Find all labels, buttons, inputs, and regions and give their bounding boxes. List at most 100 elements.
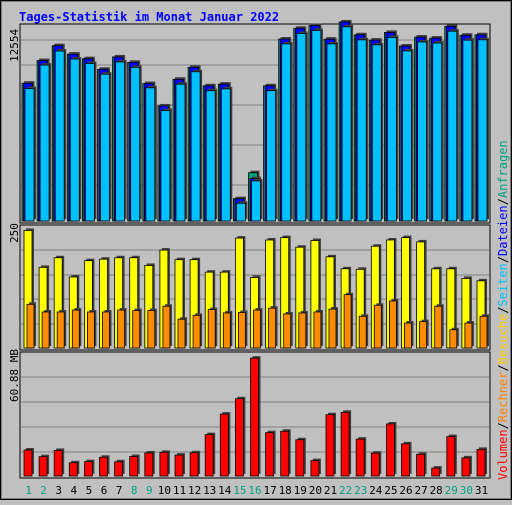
bar-rechner bbox=[419, 321, 428, 349]
bar-seiten bbox=[220, 88, 231, 222]
bar-rechner bbox=[192, 314, 201, 349]
x-tick-label: 6 bbox=[101, 484, 108, 497]
bar-volumen bbox=[84, 461, 93, 477]
bar-volumen bbox=[280, 430, 290, 477]
x-tick-label: 12 bbox=[188, 484, 201, 497]
bar-volumen bbox=[204, 434, 214, 477]
x-tick-label: 5 bbox=[86, 484, 93, 497]
bar-rechner bbox=[283, 313, 292, 349]
x-tick-label: 27 bbox=[414, 484, 427, 497]
bar-rechner bbox=[434, 305, 443, 349]
bar-rechner bbox=[207, 309, 216, 349]
legend-sep-3: / bbox=[496, 307, 510, 314]
legend-volumen: Volumen bbox=[496, 429, 510, 480]
bar-layer bbox=[21, 19, 489, 477]
bar-volumen bbox=[431, 467, 441, 477]
bar-seiten bbox=[477, 39, 488, 222]
bar-volumen bbox=[68, 462, 78, 477]
x-tick-label: 19 bbox=[294, 484, 307, 497]
bar-seiten bbox=[24, 88, 35, 222]
bar-rechner bbox=[56, 311, 65, 349]
bar-seiten bbox=[417, 41, 428, 222]
bar-seiten bbox=[447, 30, 458, 222]
x-tick-label: 13 bbox=[203, 484, 216, 497]
bar-seiten bbox=[386, 37, 397, 222]
bar-volumen bbox=[295, 439, 305, 477]
bar-volumen bbox=[340, 411, 350, 477]
bar-volumen bbox=[416, 453, 426, 477]
x-tick-label: 9 bbox=[146, 484, 153, 497]
bar-rechner bbox=[117, 309, 125, 349]
bar-rechner bbox=[102, 311, 110, 349]
x-tick-label: 21 bbox=[324, 484, 337, 497]
bar-seiten bbox=[115, 61, 125, 222]
bar-seiten bbox=[235, 202, 246, 222]
bar-seiten bbox=[296, 33, 307, 222]
bar-rechner bbox=[253, 309, 261, 349]
bar-volumen bbox=[401, 443, 410, 477]
x-tick-label: 28 bbox=[430, 484, 443, 497]
bar-volumen bbox=[265, 432, 275, 477]
bar-volumen bbox=[144, 452, 154, 477]
x-tick-label: 17 bbox=[263, 484, 276, 497]
bar-volumen bbox=[310, 460, 320, 477]
bar-volumen bbox=[234, 398, 244, 477]
x-tick-label: 3 bbox=[55, 484, 62, 497]
bar-seiten bbox=[341, 26, 352, 222]
legend-besuche: Besuche bbox=[496, 314, 510, 365]
bar-rechner bbox=[313, 311, 322, 349]
bar-rechner bbox=[298, 312, 307, 349]
legend-sep-1: / bbox=[496, 422, 510, 429]
bar-seiten bbox=[100, 73, 110, 222]
x-tick-label: 23 bbox=[354, 484, 367, 497]
x-tick-label: 11 bbox=[173, 484, 186, 497]
bar-rechner bbox=[26, 303, 35, 349]
x-tick-label: 18 bbox=[279, 484, 292, 497]
bar-rechner bbox=[147, 310, 156, 349]
bar-rechner bbox=[328, 308, 337, 349]
bar-seiten bbox=[311, 30, 322, 222]
bar-seiten bbox=[371, 44, 382, 222]
bar-rechner bbox=[388, 300, 397, 349]
bar-rechner bbox=[132, 310, 141, 349]
x-tick-label: 14 bbox=[218, 484, 232, 497]
x-tick-label: 1 bbox=[25, 484, 32, 497]
bar-volumen bbox=[355, 438, 365, 477]
bar-seiten bbox=[205, 90, 216, 222]
bar-volumen bbox=[325, 414, 335, 477]
x-tick-label: 25 bbox=[384, 484, 397, 497]
bar-rechner bbox=[404, 322, 412, 349]
bar-seiten bbox=[145, 87, 156, 222]
x-tick-label: 26 bbox=[399, 484, 412, 497]
bar-seiten bbox=[281, 43, 292, 222]
bar-seiten bbox=[432, 42, 443, 222]
x-tick-label: 2 bbox=[40, 484, 47, 497]
bar-volumen bbox=[461, 457, 471, 477]
x-tick-label: 7 bbox=[116, 484, 123, 497]
bar-rechner bbox=[87, 311, 95, 349]
bar-seiten bbox=[462, 39, 473, 222]
bar-seiten bbox=[175, 83, 186, 222]
bar-seiten bbox=[39, 64, 50, 222]
x-tick-label: 31 bbox=[475, 484, 488, 497]
y-max-label-visits: 250 bbox=[8, 223, 21, 243]
bar-rechner bbox=[177, 318, 186, 349]
x-tick-label: 20 bbox=[309, 484, 322, 497]
bar-volumen bbox=[23, 449, 33, 477]
bar-volumen bbox=[370, 452, 380, 477]
x-tick-label: 4 bbox=[70, 484, 77, 497]
bar-volumen bbox=[476, 448, 486, 477]
bar-volumen bbox=[99, 456, 108, 477]
bar-seiten bbox=[402, 50, 412, 222]
legend-dateien: Dateien bbox=[496, 205, 510, 256]
bar-volumen bbox=[174, 454, 184, 477]
bar-seiten bbox=[251, 180, 261, 222]
bar-seiten bbox=[85, 63, 95, 222]
bar-volumen bbox=[129, 456, 139, 477]
legend-sep-2: / bbox=[496, 364, 510, 371]
x-tick-label: 8 bbox=[131, 484, 138, 497]
y-max-label-requests: 12554 bbox=[8, 29, 21, 62]
bar-rechner bbox=[162, 305, 171, 349]
bar-volumen bbox=[250, 357, 259, 477]
